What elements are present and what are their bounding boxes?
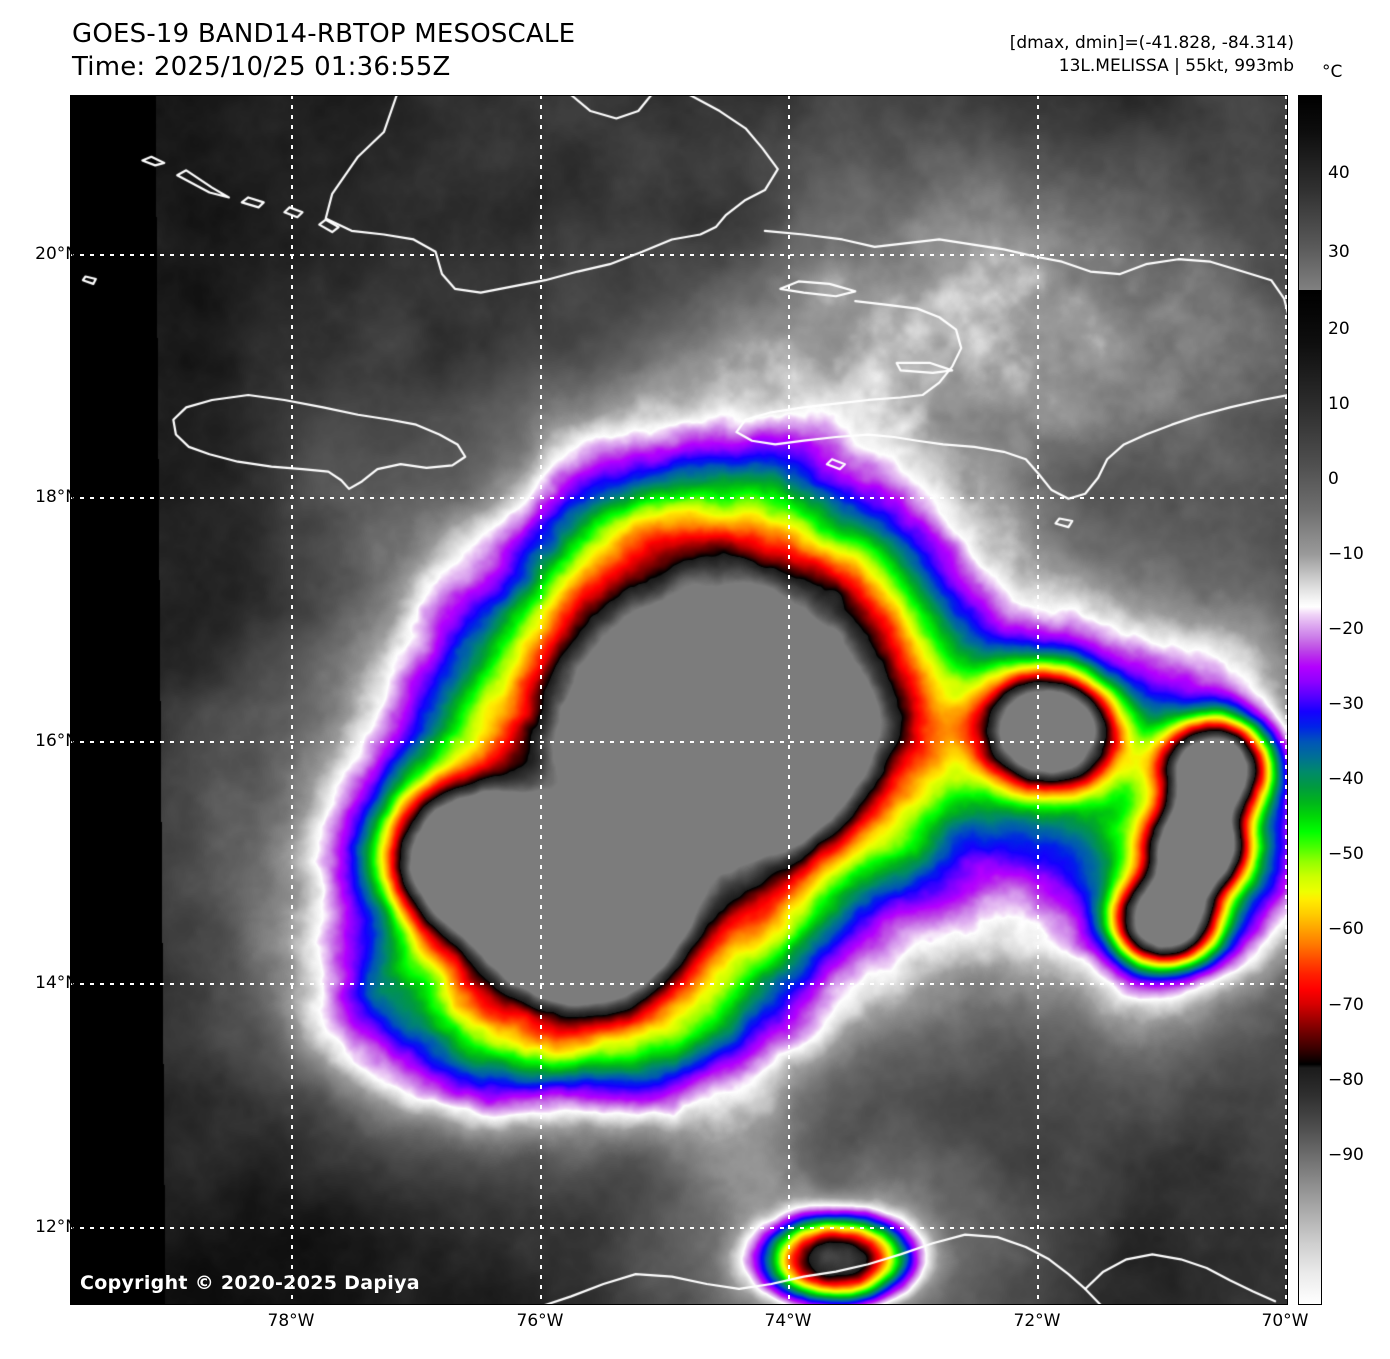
colorbar[interactable]	[1298, 95, 1322, 1305]
colorbar-tick-20: 20	[1328, 318, 1350, 339]
colorbar-tick-minus90: −90	[1328, 1144, 1364, 1165]
colorbar-tick-minus30: −30	[1328, 694, 1364, 715]
dminmax-label: [dmax, dmin]=(-41.828, -84.314)	[1009, 33, 1294, 53]
y-axis-tick-20: 20°N	[35, 244, 78, 264]
colorbar-tick-minus10: −10	[1328, 543, 1364, 564]
colorbar-tick-minus70: −70	[1328, 994, 1364, 1015]
x-axis-tick-74: 74°W	[764, 1311, 812, 1331]
colorbar-main-segment	[1298, 291, 1322, 1305]
colorbar-tick-minus40: −40	[1328, 769, 1364, 790]
satellite-imagery-canvas	[70, 95, 1288, 1305]
colorbar-tick-minus80: −80	[1328, 1069, 1364, 1090]
colorbar-tick-minus20: −20	[1328, 619, 1364, 639]
colorbar-tick-0: 0	[1328, 468, 1339, 489]
header-left-block: GOES-19 BAND14-RBTOP MESOSCALE Time: 202…	[72, 18, 772, 84]
colorbar-tick-40: 40	[1328, 163, 1350, 184]
colorbar-tick-minus50: −50	[1328, 844, 1364, 865]
x-axis-tick-70: 70°W	[1261, 1311, 1309, 1331]
colorbar-tick-minus60: −60	[1328, 919, 1364, 940]
colorbar-tick-10: 10	[1328, 393, 1350, 414]
y-axis-tick-16: 16°N	[35, 731, 78, 751]
satellite-map[interactable]	[70, 95, 1288, 1305]
storm-info-label: 13L.MELISSA | 55kt, 993mb	[1058, 56, 1294, 76]
x-axis-tick-72: 72°W	[1013, 1311, 1061, 1331]
timestamp-label: Time: 2025/10/25 01:36:55Z	[72, 52, 451, 82]
page-title: GOES-19 BAND14-RBTOP MESOSCALE	[72, 19, 576, 49]
x-axis-tick-78: 78°W	[267, 1311, 315, 1331]
header-right-block: [dmax, dmin]=(-41.828, -84.314) 13L.MELI…	[874, 32, 1294, 78]
y-axis-tick-14: 14°N	[35, 973, 78, 993]
x-axis-tick-76: 76°W	[516, 1311, 564, 1331]
colorbar-unit-label: °C	[1322, 62, 1343, 82]
colorbar-warm-segment	[1298, 95, 1322, 291]
y-axis-tick-18: 18°N	[35, 487, 78, 507]
colorbar-tick-30: 30	[1328, 241, 1350, 262]
copyright-label: Copyright © 2020-2025 Dapiya	[80, 1272, 420, 1294]
y-axis-tick-12: 12°N	[35, 1217, 78, 1237]
